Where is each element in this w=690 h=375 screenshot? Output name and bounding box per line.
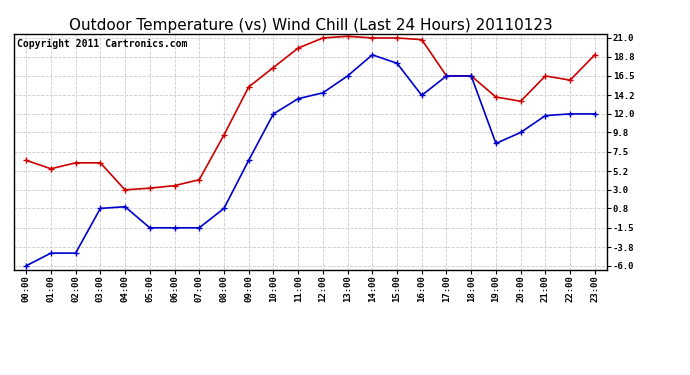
Title: Outdoor Temperature (vs) Wind Chill (Last 24 Hours) 20110123: Outdoor Temperature (vs) Wind Chill (Las… <box>68 18 553 33</box>
Text: Copyright 2011 Cartronics.com: Copyright 2011 Cartronics.com <box>17 39 187 48</box>
